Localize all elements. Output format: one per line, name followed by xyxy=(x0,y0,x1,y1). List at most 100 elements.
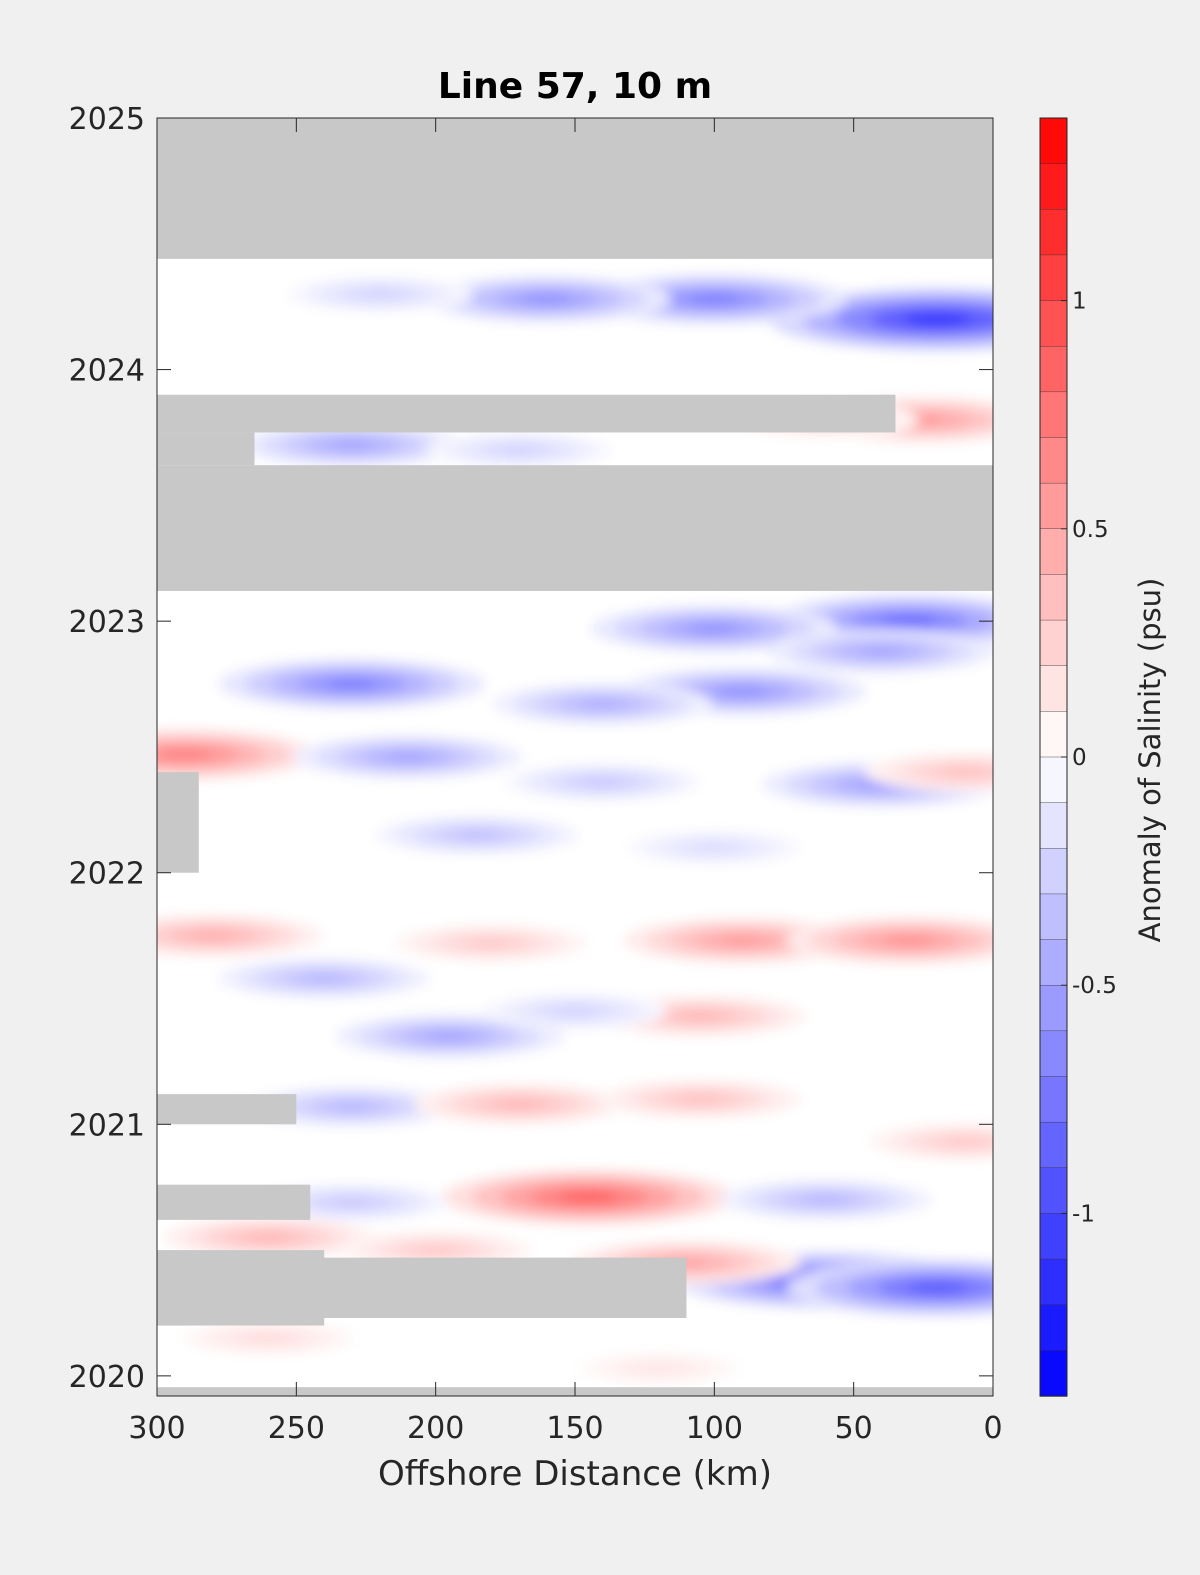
anomaly-contour xyxy=(556,1007,594,1015)
anomaly-patch-32 xyxy=(868,1123,993,1161)
colorbar-label: Anomaly of Salinity (psu) xyxy=(1133,578,1167,943)
colorbar-level xyxy=(1039,117,1068,165)
anomaly-contour xyxy=(190,931,235,940)
anomaly-contour xyxy=(680,1095,721,1104)
colorbar-level xyxy=(1039,300,1068,347)
anomaly-patch-2 xyxy=(423,275,672,323)
colorbar-level xyxy=(1039,893,1068,941)
anomaly-contour xyxy=(884,935,935,946)
colorbar: -1 -0.5 0 0.5 1 xyxy=(1039,117,1117,1397)
y-tick-label: 2024 xyxy=(69,354,145,389)
anomaly-patch-9 xyxy=(590,605,839,653)
anomaly-contour xyxy=(250,1334,287,1342)
missing-data-region-1 xyxy=(157,465,993,591)
anomaly-contour xyxy=(944,768,986,777)
anomaly-contour xyxy=(384,752,431,762)
anomaly-patch-28 xyxy=(482,993,668,1030)
anomaly-contour xyxy=(330,1102,374,1111)
anomaly-contour xyxy=(457,831,498,839)
anomaly-contour xyxy=(500,446,538,454)
colorbar-level xyxy=(1039,528,1068,576)
missing-data-region-5 xyxy=(157,1250,325,1326)
anomaly-field xyxy=(157,273,993,1385)
colorbar-level xyxy=(1039,756,1068,804)
missing-data-region-6 xyxy=(157,1184,311,1220)
anomaly-patch-13 xyxy=(492,682,714,726)
colorbar-tick-label: 1 xyxy=(1072,289,1087,315)
anomaly-contour xyxy=(332,1198,372,1207)
anomaly-contour xyxy=(361,290,399,298)
colorbar-level xyxy=(1039,1121,1068,1169)
colorbar-level xyxy=(1039,254,1068,302)
anomaly-patch-31 xyxy=(598,1079,802,1119)
anomaly-patch-24 xyxy=(394,924,589,962)
anomaly-patch-15 xyxy=(292,735,523,779)
colorbar-level xyxy=(1039,346,1068,393)
anomaly-patch-6 xyxy=(237,423,468,468)
anomaly-contour xyxy=(583,778,623,786)
colorbar-level xyxy=(1039,1030,1068,1078)
anomaly-contour xyxy=(687,294,741,305)
anomaly-contour xyxy=(804,1195,847,1204)
x-tick-label: 250 xyxy=(268,1411,325,1446)
anomaly-contour xyxy=(580,699,625,709)
colorbar-level xyxy=(1039,163,1068,210)
anomaly-contour xyxy=(498,1100,541,1109)
anomaly-patch-10 xyxy=(766,629,993,674)
y-tick-label: 2020 xyxy=(69,1360,145,1395)
anomaly-contour xyxy=(158,749,212,760)
anomaly-patch-7 xyxy=(426,432,612,469)
colorbar-level xyxy=(1039,1213,1068,1260)
anomaly-contour xyxy=(903,312,972,326)
colorbar-level xyxy=(1039,619,1068,667)
anomaly-contour xyxy=(718,936,767,946)
anomaly-patch-18 xyxy=(505,763,700,801)
missing-data-region-7 xyxy=(157,1094,297,1125)
chart-title: Line 57, 10 m xyxy=(438,66,712,107)
anomaly-contour xyxy=(329,440,376,450)
colorbar-level xyxy=(1039,939,1068,986)
colorbar-tick-label: 0 xyxy=(1072,745,1087,771)
anomaly-patch-39 xyxy=(786,1259,993,1317)
anomaly-patch-17 xyxy=(863,752,993,792)
colorbar-level xyxy=(1039,665,1068,713)
anomaly-patch-27 xyxy=(334,1014,565,1059)
missing-data-region-0 xyxy=(157,118,993,259)
anomaly-contour xyxy=(907,1282,968,1294)
x-tick-label: 100 xyxy=(686,1411,743,1446)
anomaly-patch-41 xyxy=(180,1320,357,1356)
anomaly-patch-3 xyxy=(287,276,473,313)
colorbar-level xyxy=(1039,1350,1068,1397)
x-tick-label: 150 xyxy=(546,1411,603,1446)
anomaly-patch-29 xyxy=(246,1086,459,1128)
anomaly-contour xyxy=(858,646,905,656)
x-tick-label: 50 xyxy=(835,1411,873,1446)
anomaly-patch-34 xyxy=(719,1179,932,1221)
anomaly-patch-25 xyxy=(218,957,431,999)
anomaly-patch-19 xyxy=(375,815,579,855)
anomaly-patch-0 xyxy=(768,287,993,351)
anomaly-patch-36 xyxy=(162,1217,375,1258)
colorbar-level xyxy=(1039,574,1068,621)
y-tick-label: 2021 xyxy=(69,1108,145,1143)
colorbar-tick-label: 0.5 xyxy=(1072,517,1109,543)
anomaly-contour xyxy=(689,623,740,634)
missing-data-region-2 xyxy=(157,394,896,433)
colorbar-tick-label: -0.5 xyxy=(1072,973,1117,999)
anomaly-contour xyxy=(559,1191,619,1203)
colorbar-level xyxy=(1039,802,1068,849)
anomaly-patch-30 xyxy=(413,1083,626,1125)
colorbar-level xyxy=(1039,711,1068,758)
anomaly-contour xyxy=(641,1365,676,1372)
anomaly-contour xyxy=(696,844,732,852)
colorbar-level xyxy=(1039,1258,1068,1306)
anomaly-patch-42 xyxy=(575,1351,743,1385)
anomaly-patch-20 xyxy=(626,830,803,865)
x-tick-label: 300 xyxy=(128,1411,185,1446)
anomaly-contour xyxy=(426,1031,473,1041)
missing-data-region-3 xyxy=(157,432,255,466)
anomaly-contour xyxy=(325,679,379,690)
anomaly-patch-26 xyxy=(594,995,807,1037)
anomaly-contour xyxy=(717,686,767,697)
x-tick-label: 0 xyxy=(983,1411,1002,1446)
